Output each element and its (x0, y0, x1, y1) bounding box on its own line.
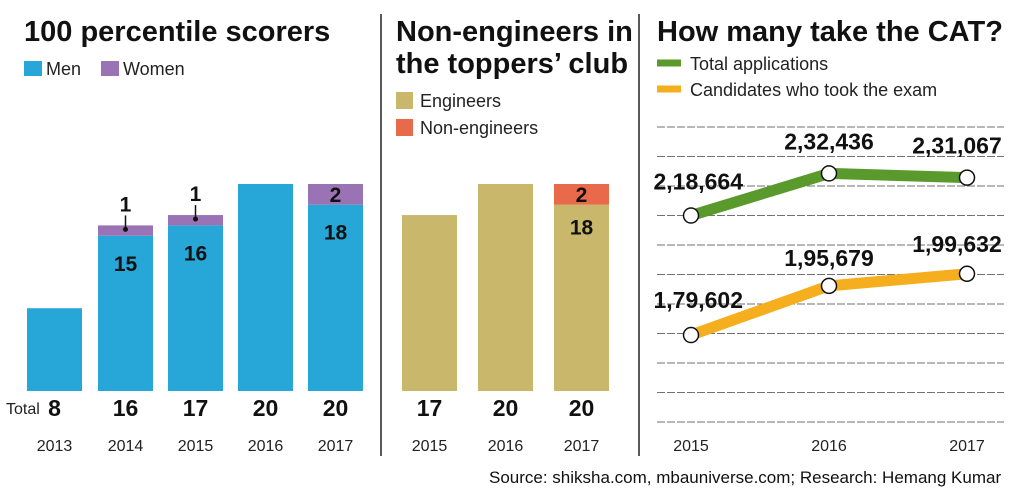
label-men-2015: 16 (184, 242, 207, 265)
total-2013: 8 (48, 395, 61, 421)
point-series-1-2015 (682, 326, 700, 344)
p1-title: 100 percentile scorers (24, 16, 330, 48)
bar-non-engineers-2017 (554, 184, 609, 205)
legend-engineers-label: Engineers (420, 91, 501, 111)
x-tick-p1-2013: 2013 (37, 438, 73, 455)
legend-non-engineers-label: Non-engineers (420, 118, 538, 138)
data-label-series-1-2016: 1,95,679 (784, 245, 874, 271)
source-note: Source: shiksha.com, mbauniverse.com; Re… (489, 468, 1001, 487)
p2-title-line2: the toppers’ club (396, 48, 628, 80)
total-2017: 20 (323, 395, 349, 421)
p2-title-line1: Non-engineers in (396, 16, 633, 48)
bar-engineers-2016 (478, 184, 533, 391)
legend-women-label: Women (123, 59, 185, 79)
data-label-series-0-2015: 2,18,664 (653, 169, 743, 195)
label-women-2014: 1 (120, 193, 132, 216)
p3-title: How many take the CAT? (657, 16, 1003, 48)
leader-dot-women-2015 (193, 216, 198, 222)
x-tick-p3-2016: 2016 (811, 438, 847, 455)
bar-men-2015 (168, 225, 223, 391)
point-series-0-2017 (958, 169, 976, 186)
x-tick-p3-2015: 2015 (673, 438, 709, 455)
x-tick-p2-2016: 2016 (488, 438, 524, 455)
bar-men-2014 (98, 235, 153, 391)
total-p2-2016: 20 (493, 395, 519, 421)
total-p2-2017: 20 (569, 395, 595, 421)
point-series-1-2017 (958, 265, 976, 283)
label-non-engineers-2017: 2 (576, 184, 588, 207)
data-label-series-0-2016: 2,32,436 (784, 128, 874, 154)
x-tick-p1-2015: 2015 (178, 438, 214, 455)
x-tick-p2-2017: 2017 (564, 438, 600, 455)
legend-men-swatch (24, 61, 42, 76)
x-tick-p1-2014: 2014 (108, 438, 144, 455)
bar-engineers-2015 (402, 215, 457, 391)
data-label-series-1-2017: 1,99,632 (912, 231, 1002, 257)
total-label: Total (6, 401, 40, 418)
leader-dot-women-2014 (123, 226, 128, 232)
bar-engineers-2017 (554, 204, 609, 391)
bar-men-2013 (27, 308, 82, 391)
bar-women-2017 (308, 184, 363, 205)
x-tick-p2-2015: 2015 (412, 438, 448, 455)
point-series-0-2016 (820, 165, 838, 182)
legend-engineers-swatch (396, 92, 413, 109)
x-tick-p1-2017: 2017 (318, 438, 354, 455)
data-label-series-0-2017: 2,31,067 (912, 133, 1002, 159)
point-series-1-2016 (820, 277, 838, 295)
label-women-2017: 2 (330, 184, 342, 207)
legend-non-engineers-swatch (396, 119, 413, 136)
x-tick-p3-2017: 2017 (949, 438, 985, 455)
bar-men-2016 (238, 184, 293, 391)
legend-men-label: Men (46, 59, 81, 79)
total-2016: 20 (253, 395, 279, 421)
label-men-2017: 18 (324, 222, 348, 245)
legend-women-swatch (101, 61, 119, 76)
label-men-2014: 15 (114, 253, 138, 276)
total-2014: 16 (113, 395, 139, 421)
total-p2-2015: 17 (417, 395, 443, 421)
total-2015: 17 (183, 395, 209, 421)
label-women-2015: 1 (190, 183, 202, 206)
data-label-series-1-2015: 1,79,602 (653, 287, 743, 313)
label-engineers-2017: 18 (570, 217, 594, 240)
legend-took-exam-label: Candidates who took the exam (690, 80, 937, 100)
point-series-0-2015 (682, 207, 700, 224)
legend-total-applications-label: Total applications (690, 54, 828, 74)
x-tick-p1-2016: 2016 (248, 438, 284, 455)
bar-men-2017 (308, 204, 363, 391)
